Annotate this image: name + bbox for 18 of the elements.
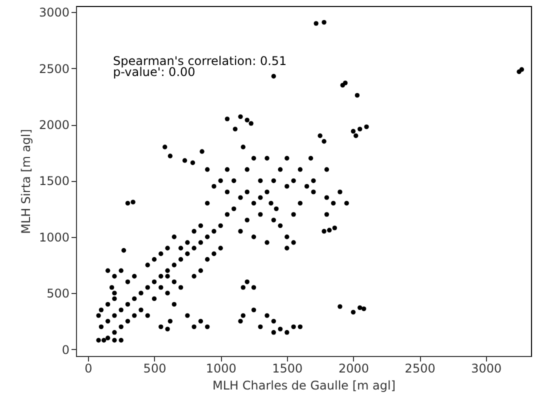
x-tick-label: 1000 (206, 362, 236, 376)
x-tick-label: 0 (84, 362, 92, 376)
y-tick-label: 2500 (38, 62, 70, 76)
y-tick-label: 1000 (38, 230, 70, 244)
x-tick-label: 3000 (471, 362, 502, 376)
y-tick-label: 3000 (38, 6, 70, 20)
y-tick-label: 1500 (38, 174, 70, 188)
x-tick-label: 2500 (404, 362, 436, 376)
x-tick-label: 500 (143, 362, 166, 376)
annotation: Spearman's correlation: 0.51 (113, 54, 287, 68)
y-tick-label: 2000 (38, 118, 70, 132)
y-tick-label: 500 (46, 286, 70, 301)
x-tick-label: 2000 (338, 362, 370, 376)
x-tick-label: 1500 (272, 362, 303, 376)
y-tick-label: 0 (62, 342, 70, 357)
x-axis-title: MLH Charles de Gaulle [m agl] (212, 378, 396, 392)
annotation: p-value': 0.00 (113, 65, 196, 79)
y-axis-title: MLH Sirta [m agl] (18, 129, 33, 234)
